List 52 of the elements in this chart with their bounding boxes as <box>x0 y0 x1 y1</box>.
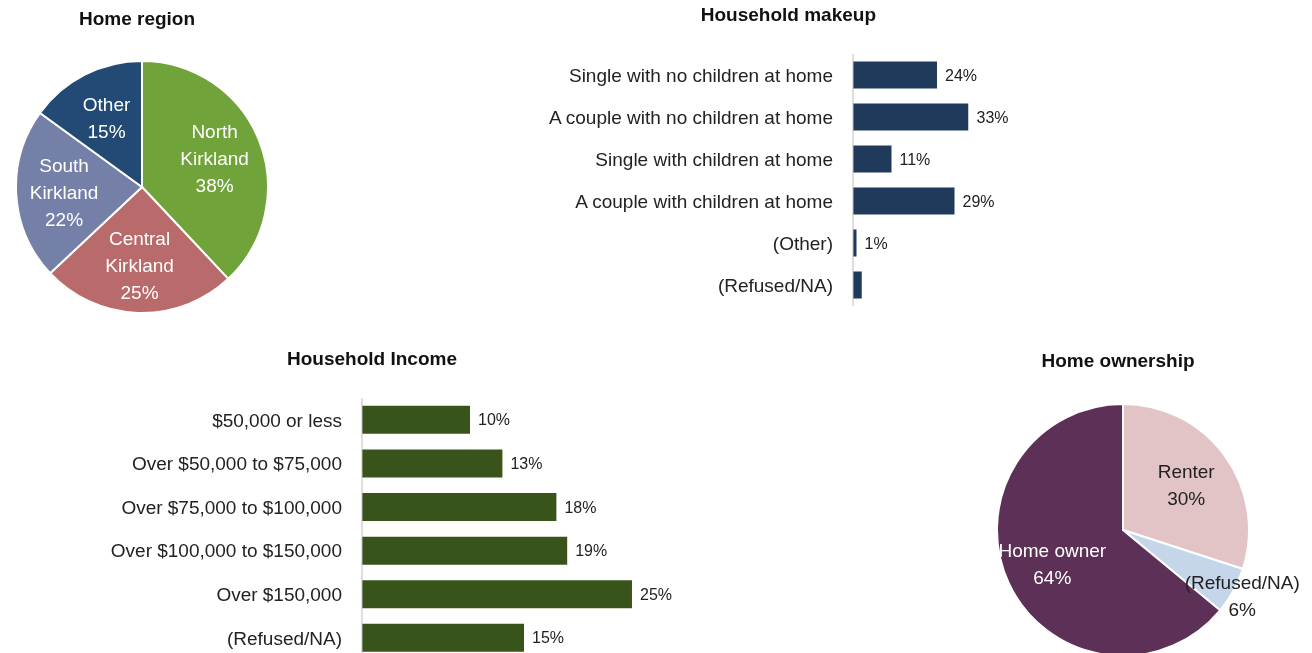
bar <box>362 536 568 565</box>
chart-title: Household Income <box>286 348 458 370</box>
bar <box>853 145 892 173</box>
data-label: 18% <box>564 498 597 516</box>
y-tick-label: (Refused/NA) <box>226 627 342 649</box>
data-label: 64% <box>1033 566 1072 588</box>
data-label: 24% <box>945 66 978 84</box>
bar <box>362 449 503 478</box>
data-label: 30% <box>1167 487 1206 509</box>
chart-title: Household makeup <box>699 4 877 26</box>
y-tick-label: A couple with no children at home <box>548 106 833 128</box>
slice-label: Home owner <box>998 539 1107 561</box>
chart-title: Home region <box>77 8 197 30</box>
y-tick-label: (Other) <box>772 232 833 254</box>
data-label: 11% <box>899 150 931 168</box>
data-label: 15% <box>87 120 126 142</box>
y-tick-label: $50,000 or less <box>212 409 342 431</box>
data-label: 22% <box>45 208 84 230</box>
data-label: 25% <box>120 281 159 303</box>
data-label: 1% <box>864 234 888 252</box>
data-label: 19% <box>575 542 608 560</box>
y-tick-label: Over $75,000 to $100,000 <box>121 496 342 518</box>
slice-label: North Kirkland <box>180 120 249 169</box>
y-tick-label: Over $150,000 <box>216 583 342 605</box>
bar <box>362 623 524 652</box>
data-label: 6% <box>1228 598 1257 620</box>
data-label: 10% <box>478 411 510 429</box>
data-label: 15% <box>532 629 564 647</box>
slice-label: South Kirkland <box>29 154 99 203</box>
bar <box>362 405 470 434</box>
chart-title: Home ownership <box>1040 350 1196 372</box>
data-label: 38% <box>195 174 234 196</box>
y-tick-label: Over $50,000 to $75,000 <box>131 453 342 475</box>
data-label: 33% <box>976 108 1009 126</box>
data-label: 13% <box>510 454 543 472</box>
bar <box>853 187 955 215</box>
bar <box>853 61 937 89</box>
y-tick-label: A couple with children at home <box>575 190 833 212</box>
data-label: 29% <box>962 192 995 210</box>
bar <box>362 493 557 522</box>
y-tick-label: Single with children at home <box>595 148 833 170</box>
y-tick-label: Single with no children at home <box>568 64 833 86</box>
slice-label: (Refused/NA) <box>1184 571 1300 593</box>
bar <box>853 271 862 299</box>
bar <box>853 103 969 131</box>
slice-label: Renter <box>1157 460 1216 482</box>
data-label: 25% <box>639 585 672 603</box>
y-tick-label: Over $100,000 to $150,000 <box>110 540 342 562</box>
y-tick-label: (Refused/NA) <box>717 274 833 296</box>
slice-label: Other <box>82 93 131 115</box>
slice-label: Central Kirkland <box>105 227 174 276</box>
bar <box>362 580 632 609</box>
